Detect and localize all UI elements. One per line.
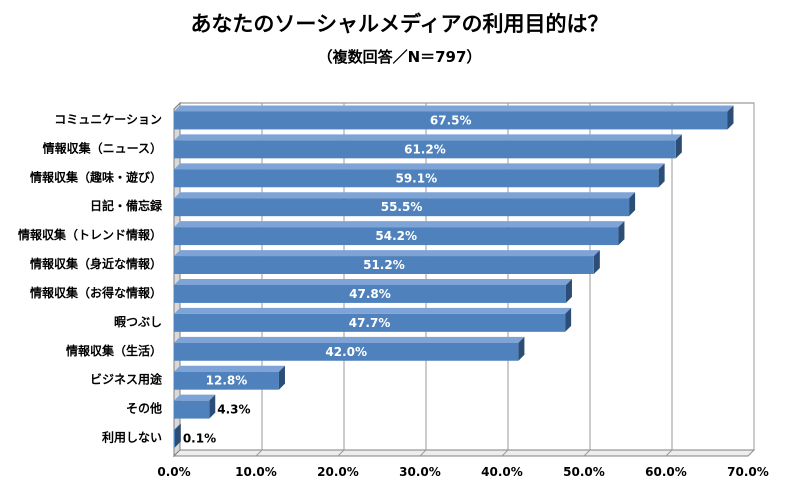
gridline-floor bbox=[419, 449, 427, 457]
bar-top-face bbox=[174, 134, 682, 141]
category-label: 情報収集（身近な情報） bbox=[30, 256, 162, 271]
value-label: 12.8% bbox=[206, 374, 248, 388]
value-label: 42.0% bbox=[325, 345, 367, 359]
x-tick-label: 10.0% bbox=[235, 465, 277, 479]
bar-side-face bbox=[278, 365, 285, 390]
bar bbox=[174, 198, 630, 217]
bar bbox=[174, 313, 566, 332]
bar-side-face bbox=[593, 250, 600, 275]
bar bbox=[174, 140, 676, 159]
category-label: 情報収集（趣味・遊び） bbox=[30, 169, 162, 184]
gridline-floor bbox=[747, 449, 755, 457]
value-label: 61.2% bbox=[404, 142, 446, 156]
category-label: 暇つぶし bbox=[114, 315, 162, 329]
bar bbox=[174, 169, 659, 188]
category-label: 情報収集（ニュース） bbox=[43, 140, 162, 155]
bar-top-face bbox=[174, 365, 285, 372]
bar bbox=[174, 284, 566, 303]
x-tick-label: 20.0% bbox=[317, 465, 359, 479]
value-label: 59.1% bbox=[395, 171, 437, 185]
category-label: 情報収集（お得な情報） bbox=[30, 285, 162, 300]
gridline-floor bbox=[665, 449, 673, 457]
bar bbox=[174, 371, 279, 390]
value-label: 4.3% bbox=[217, 403, 250, 417]
bar bbox=[174, 429, 175, 448]
category-label: コミュニケーション bbox=[54, 112, 162, 126]
category-label: その他 bbox=[126, 401, 162, 416]
bar bbox=[174, 111, 728, 130]
gridline-floor bbox=[337, 449, 345, 457]
gridline-floor bbox=[583, 449, 591, 457]
value-label: 47.7% bbox=[349, 316, 391, 330]
bar bbox=[174, 227, 619, 246]
bar-top-face bbox=[174, 394, 216, 401]
value-label: 55.5% bbox=[381, 200, 423, 214]
x-tick-label: 0.0% bbox=[157, 465, 190, 479]
x-tick-label: 30.0% bbox=[399, 465, 441, 479]
bar-top-face bbox=[174, 278, 572, 285]
category-label: 利用しない bbox=[102, 430, 162, 445]
category-label: ビジネス用途 bbox=[90, 372, 163, 387]
bar-side-face bbox=[618, 221, 625, 246]
bar-side-face bbox=[565, 307, 572, 332]
bar-side-face bbox=[209, 394, 216, 419]
value-label: 67.5% bbox=[430, 113, 472, 127]
gridline-floor bbox=[501, 449, 509, 457]
gridline-floor bbox=[255, 449, 263, 457]
bar-top-face bbox=[174, 105, 734, 112]
value-label: 0.1% bbox=[183, 432, 216, 446]
value-label: 51.2% bbox=[363, 258, 405, 272]
bar-side-face bbox=[675, 134, 682, 159]
x-tick-label: 60.0% bbox=[645, 465, 687, 479]
bar-top-face bbox=[174, 192, 636, 199]
bar-side-face bbox=[658, 163, 665, 188]
bar-side-face bbox=[518, 336, 525, 361]
category-label: 情報収集（生活） bbox=[66, 343, 162, 358]
bar bbox=[174, 342, 519, 361]
bar-top-face bbox=[174, 336, 525, 343]
bar-side-face bbox=[727, 105, 734, 130]
value-label: 47.8% bbox=[349, 287, 391, 301]
x-tick-label: 70.0% bbox=[727, 465, 769, 479]
x-tick-label: 50.0% bbox=[563, 465, 605, 479]
bar-side-face bbox=[629, 192, 636, 217]
chart-subtitle: （複数回答／N＝797） bbox=[317, 48, 482, 66]
bar-top-face bbox=[174, 250, 600, 257]
x-tick-label: 40.0% bbox=[481, 465, 523, 479]
bar-top-face bbox=[174, 221, 625, 228]
category-label: 情報収集（トレンド情報） bbox=[18, 227, 162, 242]
chart-title: あなたのソーシャルメディアの利用目的は？ bbox=[190, 12, 609, 36]
bar-side-face bbox=[565, 278, 572, 303]
bar-top-face bbox=[174, 163, 665, 170]
category-label: 日記・備忘録 bbox=[90, 198, 163, 213]
bar-top-face bbox=[174, 423, 181, 430]
value-label: 54.2% bbox=[375, 229, 417, 243]
bar bbox=[174, 400, 210, 419]
bar-side-face bbox=[174, 423, 181, 448]
bar bbox=[174, 256, 594, 275]
bar-top-face bbox=[174, 307, 572, 314]
